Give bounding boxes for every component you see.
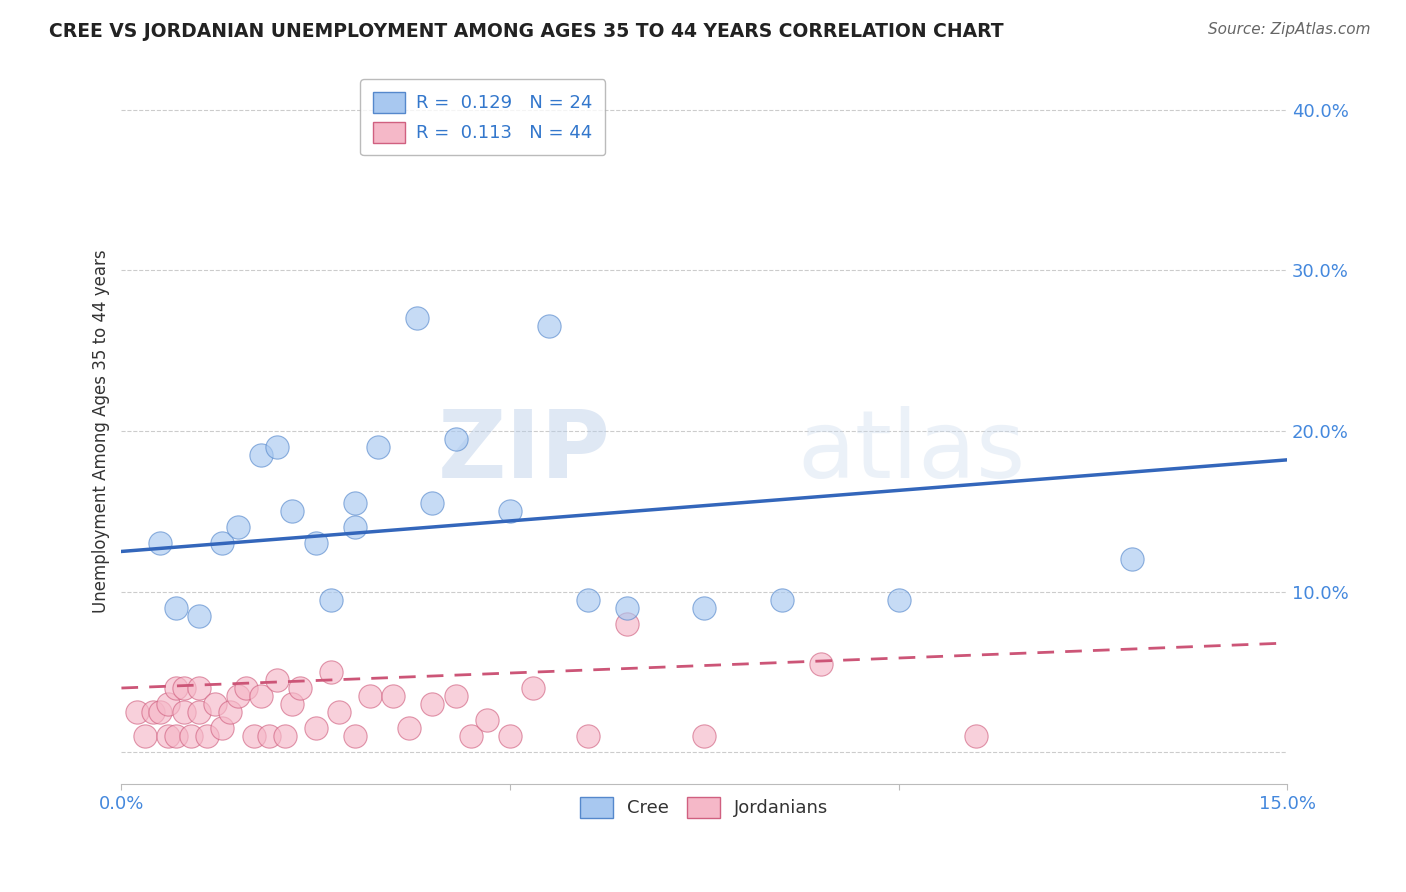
Point xyxy=(693,600,716,615)
Point xyxy=(576,592,599,607)
Point xyxy=(165,600,187,615)
Point xyxy=(226,520,249,534)
Point xyxy=(305,721,328,735)
Point xyxy=(195,729,218,743)
Point xyxy=(887,592,910,607)
Point xyxy=(204,697,226,711)
Point xyxy=(157,697,180,711)
Point xyxy=(616,616,638,631)
Point xyxy=(188,681,211,695)
Point xyxy=(405,311,427,326)
Point xyxy=(499,504,522,518)
Point xyxy=(226,689,249,703)
Point xyxy=(460,729,482,743)
Point xyxy=(420,697,443,711)
Point xyxy=(343,520,366,534)
Point xyxy=(211,721,233,735)
Point xyxy=(359,689,381,703)
Point xyxy=(693,729,716,743)
Point xyxy=(328,705,350,719)
Point xyxy=(250,689,273,703)
Point xyxy=(420,496,443,510)
Point xyxy=(576,729,599,743)
Point xyxy=(616,600,638,615)
Point xyxy=(1121,552,1143,566)
Point xyxy=(165,681,187,695)
Point xyxy=(266,673,288,687)
Point xyxy=(499,729,522,743)
Point xyxy=(235,681,257,695)
Point xyxy=(134,729,156,743)
Point xyxy=(141,705,163,719)
Text: Source: ZipAtlas.com: Source: ZipAtlas.com xyxy=(1208,22,1371,37)
Legend: Cree, Jordanians: Cree, Jordanians xyxy=(574,789,835,825)
Point xyxy=(810,657,832,671)
Point xyxy=(281,697,304,711)
Point xyxy=(343,496,366,510)
Point xyxy=(173,705,195,719)
Point xyxy=(157,729,180,743)
Point xyxy=(444,689,467,703)
Point xyxy=(149,705,172,719)
Point xyxy=(149,536,172,550)
Point xyxy=(770,592,793,607)
Point xyxy=(188,608,211,623)
Point xyxy=(321,665,343,679)
Y-axis label: Unemployment Among Ages 35 to 44 years: Unemployment Among Ages 35 to 44 years xyxy=(93,249,110,613)
Point xyxy=(273,729,295,743)
Point xyxy=(281,504,304,518)
Point xyxy=(398,721,420,735)
Point xyxy=(321,592,343,607)
Point xyxy=(211,536,233,550)
Point xyxy=(242,729,264,743)
Point xyxy=(537,319,560,334)
Point xyxy=(965,729,987,743)
Point xyxy=(444,432,467,446)
Point xyxy=(367,440,389,454)
Text: atlas: atlas xyxy=(797,406,1026,498)
Point xyxy=(125,705,148,719)
Point xyxy=(219,705,242,719)
Point xyxy=(257,729,280,743)
Point xyxy=(475,713,498,727)
Point xyxy=(343,729,366,743)
Point xyxy=(522,681,544,695)
Text: ZIP: ZIP xyxy=(439,406,612,498)
Point xyxy=(188,705,211,719)
Point xyxy=(180,729,202,743)
Point xyxy=(165,729,187,743)
Point xyxy=(288,681,311,695)
Point xyxy=(305,536,328,550)
Point xyxy=(266,440,288,454)
Point xyxy=(250,448,273,462)
Point xyxy=(173,681,195,695)
Text: CREE VS JORDANIAN UNEMPLOYMENT AMONG AGES 35 TO 44 YEARS CORRELATION CHART: CREE VS JORDANIAN UNEMPLOYMENT AMONG AGE… xyxy=(49,22,1004,41)
Point xyxy=(382,689,405,703)
